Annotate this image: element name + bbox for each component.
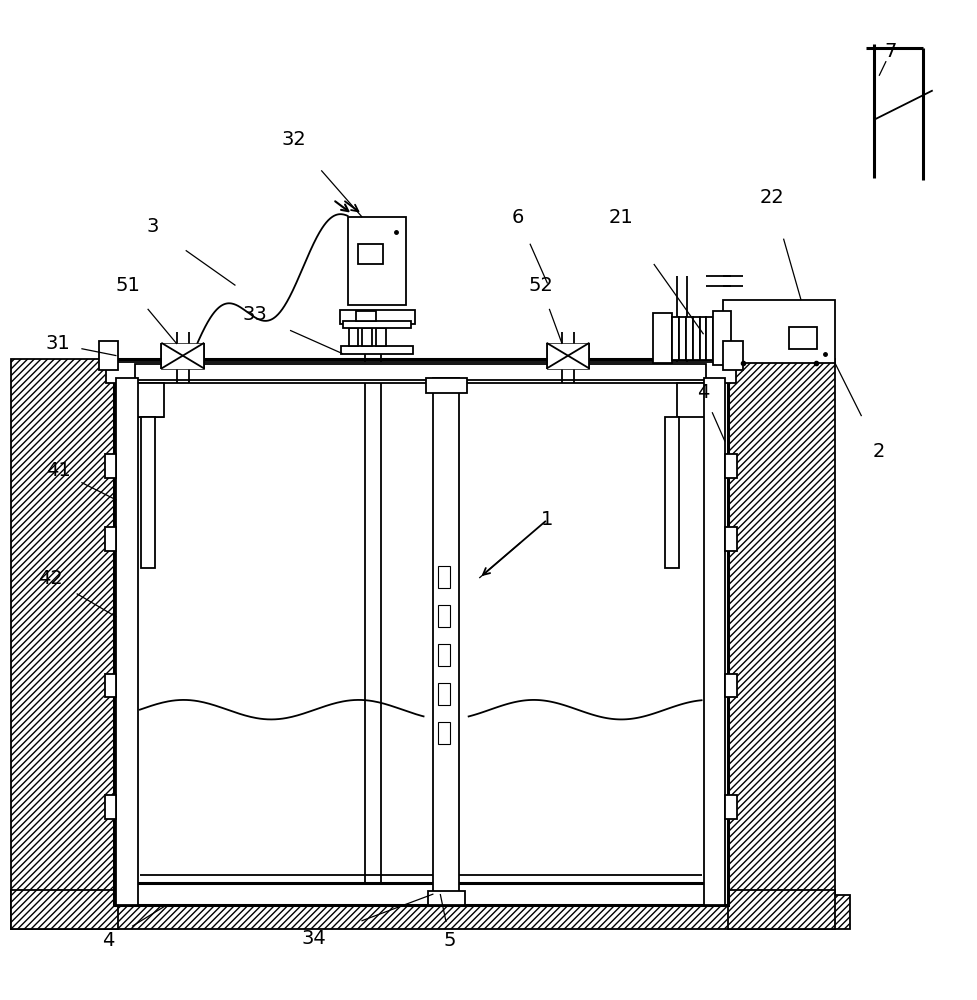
Bar [678, 317, 685, 360]
Bar [438, 644, 449, 666]
Text: 42: 42 [38, 569, 63, 588]
Text: 5: 5 [444, 931, 456, 950]
Bar [361, 328, 371, 346]
Bar [438, 722, 449, 744]
Bar [724, 674, 736, 697]
Bar [348, 328, 358, 346]
Bar [135, 383, 164, 417]
Bar [699, 317, 705, 360]
Text: 6: 6 [512, 208, 524, 227]
Bar [702, 378, 724, 905]
Text: 7: 7 [884, 42, 896, 61]
Bar [438, 605, 449, 627]
Text: 3: 3 [147, 217, 158, 236]
Bar [106, 362, 735, 383]
Text: 52: 52 [528, 276, 553, 295]
Bar [692, 317, 699, 360]
Bar [113, 359, 727, 905]
Text: 4: 4 [697, 383, 709, 402]
Bar [141, 417, 155, 568]
Text: 31: 31 [46, 334, 70, 353]
Bar [342, 321, 410, 328]
Bar [433, 378, 458, 905]
Bar [712, 311, 730, 365]
Bar [116, 378, 138, 905]
Bar [105, 674, 116, 697]
Bar [11, 890, 118, 929]
Bar [727, 890, 834, 929]
Text: 51: 51 [115, 276, 141, 295]
Text: 22: 22 [759, 188, 784, 207]
Bar [438, 566, 449, 588]
Bar [425, 378, 466, 393]
Bar [161, 343, 204, 369]
Bar [105, 527, 116, 551]
Bar [135, 364, 705, 380]
Text: 2: 2 [872, 442, 884, 461]
Bar [722, 341, 742, 370]
Text: 34: 34 [301, 929, 325, 948]
Bar [663, 417, 678, 568]
Bar [724, 454, 736, 478]
Bar [671, 317, 678, 360]
Bar [11, 359, 118, 905]
Bar [105, 454, 116, 478]
Bar [358, 244, 382, 264]
Bar [375, 328, 385, 346]
Bar [427, 891, 464, 905]
Bar [340, 346, 412, 354]
Text: 21: 21 [608, 208, 632, 227]
Text: 33: 33 [242, 305, 267, 324]
Bar [705, 317, 712, 360]
Text: 32: 32 [281, 130, 306, 149]
Bar [438, 683, 449, 705]
Bar [135, 380, 705, 883]
Bar [788, 327, 816, 349]
Bar [347, 217, 405, 305]
Bar [724, 527, 736, 551]
Bar [676, 383, 705, 417]
Bar [105, 795, 116, 819]
Bar [722, 300, 834, 363]
Bar [11, 895, 849, 929]
Bar [546, 343, 589, 369]
Bar [724, 795, 736, 819]
Bar [99, 341, 118, 370]
Bar [356, 311, 375, 321]
Text: 4: 4 [103, 931, 114, 950]
Bar [727, 359, 834, 905]
Bar [653, 313, 671, 363]
Text: 41: 41 [46, 461, 70, 480]
Text: 1: 1 [541, 510, 553, 529]
Bar [339, 310, 414, 324]
Bar [685, 317, 692, 360]
